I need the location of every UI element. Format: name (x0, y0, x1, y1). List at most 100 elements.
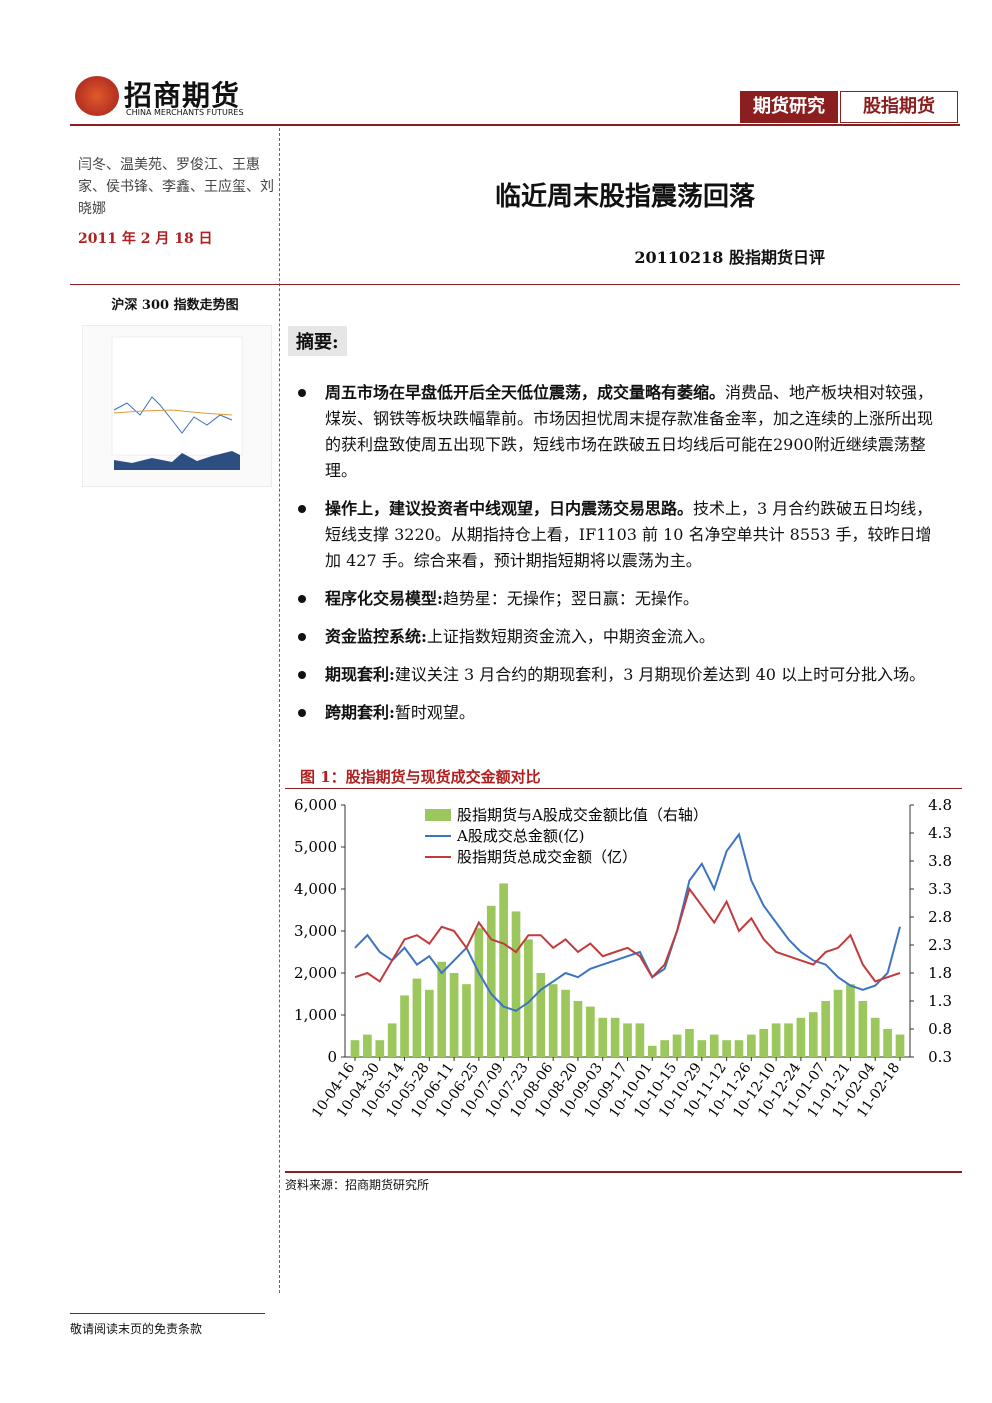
footer-rule (70, 1313, 265, 1314)
bar (412, 978, 422, 1057)
bar (350, 1040, 360, 1057)
bar (821, 1001, 831, 1057)
bar (895, 1034, 905, 1057)
y2-tick-label: 1.8 (928, 964, 952, 982)
source: 资料来源：招商期货研究所 (285, 1178, 430, 1192)
bullet: 操作上，建议投资者中线观望，日内震荡交易思路。技术上，3 月合约跌破五日均线，短… (290, 496, 942, 574)
line (354, 832, 901, 1012)
subtitle: 20110218 股指期货日评 (634, 248, 825, 267)
bar (561, 989, 570, 1057)
bar (437, 961, 447, 1057)
y2-tick-label: 1.3 (928, 992, 952, 1010)
bar (685, 1029, 694, 1057)
bullet: 期现套利:建议关注 3 月合约的期现套利，3 月期现价差达到 40 以上时可分批… (290, 662, 942, 688)
bar (511, 911, 521, 1057)
thumb-plot (111, 336, 243, 456)
bar (363, 1034, 372, 1057)
bullet-lead: 程序化交易模型: (325, 589, 443, 608)
y-tick-label: 5,000 (294, 838, 337, 856)
bullet-lead: 周五市场在早盘低开后全天低位震荡，成交量略有萎缩。 (325, 383, 726, 402)
bar (709, 1034, 719, 1057)
y2-tick-label: 0.8 (928, 1020, 952, 1038)
y-tick-label: 3,000 (294, 922, 337, 940)
y-tick-label: 6,000 (294, 796, 337, 814)
bar (833, 989, 843, 1057)
y2-tick-label: 0.3 (928, 1048, 952, 1066)
bar (548, 984, 558, 1057)
y-tick-label: 2,000 (294, 964, 337, 982)
summary-heading: 摘要: (288, 326, 347, 356)
bullets: 周五市场在早盘低开后全天低位震荡，成交量略有萎缩。消费品、地产板块相对较强，煤炭… (290, 380, 942, 738)
bar (747, 1034, 756, 1057)
bar (883, 1029, 892, 1057)
y2-tick-label: 2.3 (928, 936, 952, 954)
line (354, 886, 901, 983)
bar (623, 1023, 632, 1057)
title: 临近周末股指震荡回落 (494, 182, 755, 212)
authors: 闫冬、温美苑、罗俊江、王惠家、侯书锋、李鑫、王应玺、刘晓娜 (78, 157, 274, 217)
bar (635, 1023, 645, 1057)
bar (486, 905, 496, 1057)
tag: 期货研究 (740, 91, 838, 123)
date: 2011 年 2 月 18 日 (78, 231, 213, 247)
bar (846, 984, 855, 1057)
tag: 股指期货 (840, 91, 958, 123)
bullet-text: 消费品、地产板块相对较强，煤炭、钢铁等板块跌幅靠前。市场因担忧周末提存款准备金率… (325, 383, 934, 480)
thumb-caption: 沪深 300 指数走势图 (111, 298, 239, 313)
bullet-text: 技术上，3 月合约跌破五日均线，短线支撑 3220。从期指持仓上看，IF1103… (325, 499, 933, 570)
bar (672, 1034, 682, 1057)
bullet-lead: 期现套利: (325, 665, 395, 684)
y2-tick-label: 3.8 (928, 852, 952, 870)
bullet: 资金监控系统:上证指数短期资金流入，中期资金流入。 (290, 624, 942, 650)
bar (536, 973, 546, 1057)
bar (759, 1029, 769, 1057)
y2-tick-label: 4.3 (928, 824, 952, 842)
legend-label: 股指期货总成交金额（亿） (457, 848, 637, 866)
bullet-lead: 跨期套利: (325, 703, 395, 722)
bar (796, 1017, 806, 1057)
bar (375, 1040, 385, 1057)
bar (870, 1017, 880, 1057)
thumb-volume (114, 451, 240, 470)
bullet-lead: 资金监控系统: (325, 627, 427, 646)
chart: 0 1,000 2,000 3,000 4,000 5,000 6,000 0.3 0.8 1.3… (294, 796, 952, 1121)
column-divider (279, 128, 280, 1293)
bar (722, 1040, 731, 1057)
thumb-line (113, 409, 233, 416)
y2-tick-label: 2.8 (928, 908, 952, 926)
figure-rule (285, 788, 962, 789)
bar (524, 939, 533, 1057)
bar (573, 1001, 583, 1057)
bar (598, 1017, 608, 1057)
bullet: 跨期套利:暂时观望。 (290, 700, 942, 726)
footer: 敬请阅读末页的免责条款 (70, 1322, 203, 1336)
bullet-text: 上证指数短期资金流入，中期资金流入。 (426, 627, 715, 646)
bar (586, 1006, 595, 1057)
bar (660, 1040, 669, 1057)
bar (449, 973, 459, 1057)
bar (474, 928, 484, 1057)
bar (400, 995, 409, 1057)
y-tick-label: 4,000 (294, 880, 337, 898)
thumb-chart (82, 325, 272, 487)
bar (424, 989, 434, 1057)
bullet-text: 建议关注 3 月合约的期现套利，3 月期现价差达到 40 以上时可分批入场。 (394, 665, 926, 684)
bullet: 程序化交易模型:趋势星：无操作；翌日赢：无操作。 (290, 586, 942, 612)
bar (808, 1012, 818, 1057)
logo-en: CHINA MERCHANTS FUTURES (126, 108, 244, 117)
legend-label: A股成交总金额(亿) (456, 827, 585, 845)
figure-title: 图 1：股指期货与现货成交金额对比 (300, 768, 541, 786)
bullet-lead: 操作上，建议投资者中线观望，日内震荡交易思路。 (325, 499, 694, 518)
bar (734, 1040, 744, 1057)
bullet-text: 趋势星：无操作；翌日赢：无操作。 (442, 589, 699, 608)
logo-mark (75, 76, 119, 116)
bar (462, 984, 471, 1057)
figure-bottom-rule (285, 1171, 962, 1173)
y-tick-label: 1,000 (294, 1006, 337, 1024)
bar (697, 1040, 707, 1057)
y2-tick-label: 4.8 (928, 796, 952, 814)
bar (499, 883, 508, 1057)
bar (771, 1023, 781, 1057)
legend-swatch (425, 809, 451, 821)
